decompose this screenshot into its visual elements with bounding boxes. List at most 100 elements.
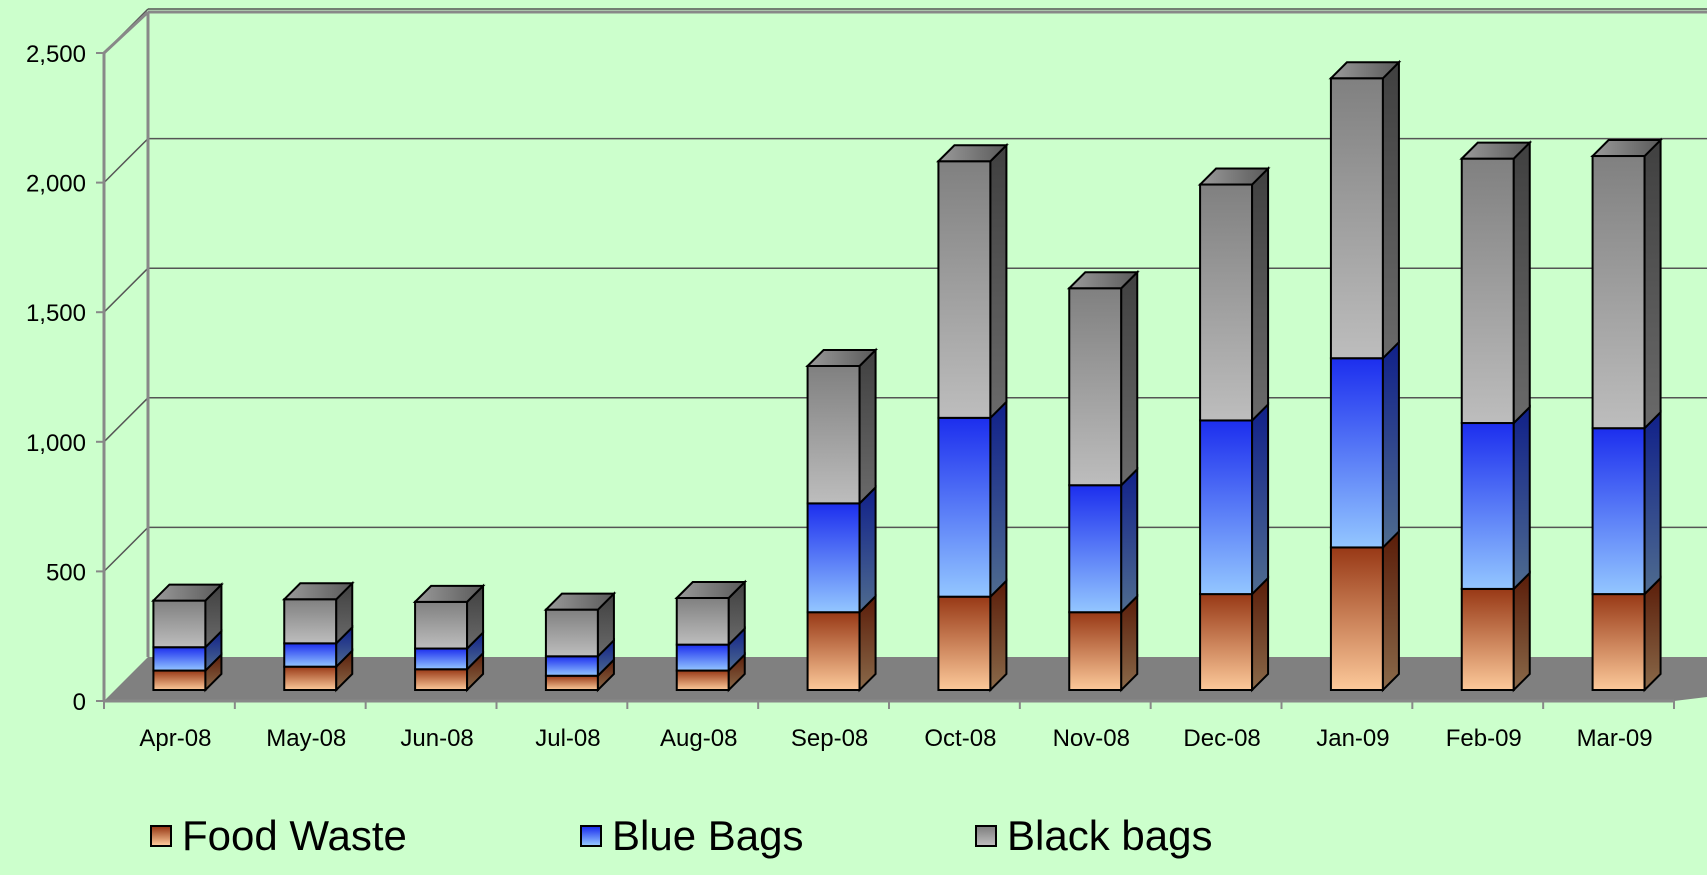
bar-blue-bags — [1199, 419, 1254, 596]
bar-side-food-waste — [1251, 575, 1270, 693]
legend-label-food-waste: Food Waste — [182, 812, 407, 859]
bar-stack-apr-08 — [151, 582, 224, 693]
y-tick-label: 1,000 — [26, 430, 86, 457]
bar-top — [805, 349, 878, 367]
bar-food-waste — [1329, 546, 1384, 691]
bar-side-blue-bags — [1381, 339, 1400, 550]
bar-black-bags — [937, 160, 992, 419]
x-tick-label: Jun-08 — [400, 725, 473, 752]
x-tick-label: Jan-09 — [1316, 725, 1389, 752]
bar-stack-aug-08 — [674, 579, 748, 693]
bar-stacks — [151, 59, 1663, 693]
bar-top — [151, 583, 224, 602]
bar-food-waste — [1068, 611, 1123, 691]
bar-black-bags — [1460, 157, 1515, 425]
side-wall-top — [102, 10, 150, 55]
bar-stack-nov-08 — [1066, 269, 1140, 693]
bar-food-waste — [937, 595, 992, 691]
bar-top — [1459, 141, 1533, 160]
x-tick-label: May-08 — [266, 725, 346, 752]
bar-blue-bags — [283, 642, 338, 668]
blue-bags-swatch-icon — [580, 825, 602, 847]
x-tick-label: Aug-08 — [660, 725, 737, 752]
bar-blue-bags — [937, 416, 992, 598]
y-tick-label: 0 — [73, 689, 86, 716]
bar-top — [412, 584, 486, 603]
axes: 0 500 1,000 1,500 2,000 2,500 Apr-08 May-08 Jun-… — [26, 41, 1675, 752]
bar-side-blue-bags — [1512, 404, 1531, 592]
bar-stack-jul-08 — [543, 591, 617, 693]
bar-side-black-bags — [1251, 166, 1270, 423]
bar-blue-bags — [414, 647, 469, 671]
y-tick-label: 1,500 — [26, 300, 86, 327]
x-tick-label: Jul-08 — [535, 725, 600, 752]
bar-stack-jun-08 — [412, 583, 486, 693]
bar-black-bags — [1329, 77, 1384, 360]
legend-label-black-bags: Black bags — [1007, 812, 1213, 859]
bar-stack-dec-08 — [1197, 166, 1271, 693]
bar-top — [543, 592, 617, 611]
bar-food-waste — [806, 611, 861, 691]
bar-stack-may-08 — [281, 580, 355, 693]
bar-side-food-waste — [1381, 529, 1400, 693]
bar-food-waste — [283, 665, 338, 691]
bar-blue-bags — [1460, 422, 1515, 590]
bar-top — [281, 582, 355, 601]
bar-blue-bags — [1329, 357, 1384, 549]
legend-label-blue-bags: Blue Bags — [612, 812, 804, 859]
bar-blue-bags — [1591, 427, 1646, 596]
y-tick-label: 2,000 — [26, 171, 86, 198]
bar-food-waste — [414, 668, 469, 691]
bar-blue-bags — [1068, 484, 1123, 614]
y-tick-label: 2,500 — [26, 41, 86, 68]
bar-black-bags — [544, 608, 599, 658]
x-tick-label: Mar-09 — [1577, 725, 1653, 752]
bar-side-black-bags — [1381, 59, 1400, 361]
bar-side-blue-bags — [1643, 409, 1662, 597]
bar-side-blue-bags — [1251, 402, 1270, 597]
bar-side-blue-bags — [989, 399, 1008, 600]
food-waste-swatch-icon — [150, 825, 172, 847]
bar-black-bags — [1199, 183, 1254, 422]
bar-food-waste — [675, 669, 730, 691]
bar-blue-bags — [544, 655, 599, 677]
bar-black-bags — [152, 599, 207, 649]
bar-blue-bags — [675, 643, 730, 672]
bar-food-waste — [544, 674, 599, 692]
bar-black-bags — [283, 598, 338, 645]
bar-side-blue-bags — [858, 484, 877, 615]
plot-background — [102, 8, 1707, 701]
bar-side-black-bags — [858, 347, 877, 506]
bar-side-black-bags — [1512, 140, 1531, 426]
legend-item-black-bags: Black bags — [975, 808, 1212, 864]
legend-item-blue-bags: Blue Bags — [580, 808, 803, 864]
bar-stack-mar-09 — [1590, 137, 1663, 693]
x-tick-label: Oct-08 — [924, 725, 996, 752]
gridline-side — [103, 526, 149, 572]
x-tick-label: Sep-08 — [791, 725, 868, 752]
bar-blue-bags — [806, 502, 861, 614]
bar-top — [674, 580, 748, 599]
bar-stack-feb-09 — [1459, 140, 1533, 693]
x-tick-label: Nov-08 — [1053, 725, 1130, 752]
floor — [104, 657, 1707, 701]
bar-black-bags — [414, 600, 469, 650]
x-tick-label: Dec-08 — [1183, 725, 1260, 752]
y-tick-label: 500 — [46, 559, 86, 586]
bar-stack-jan-09 — [1328, 59, 1402, 693]
bar-top — [1066, 271, 1140, 290]
bar-side-black-bags — [989, 142, 1008, 421]
bar-food-waste — [1460, 587, 1515, 691]
x-tick-label: Feb-09 — [1446, 725, 1522, 752]
bar-black-bags — [675, 596, 730, 646]
bar-side-food-waste — [1512, 570, 1531, 693]
bar-side-food-waste — [1643, 575, 1662, 693]
bar-top — [1328, 61, 1402, 80]
bar-black-bags — [1591, 155, 1646, 430]
gridline-side — [103, 138, 149, 184]
bar-top — [1590, 139, 1663, 158]
gridline-side — [103, 397, 149, 443]
bar-black-bags — [806, 365, 861, 505]
bar-black-bags — [1068, 287, 1123, 487]
bar-stack-oct-08 — [936, 142, 1009, 693]
